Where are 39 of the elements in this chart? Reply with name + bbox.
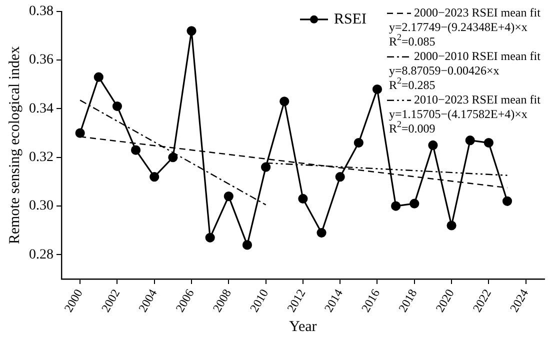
point — [484, 138, 494, 148]
y-tick-label: 0.38 — [29, 4, 54, 20]
point — [94, 72, 104, 82]
point — [391, 201, 401, 211]
legend-label: 2000−2010 RSEI mean fit — [414, 49, 542, 64]
point — [410, 198, 420, 208]
point — [335, 172, 345, 182]
annotation: y=1.15705−(4.17582E+4)×x — [389, 107, 528, 122]
point — [130, 145, 141, 155]
point — [298, 194, 308, 204]
point — [502, 196, 512, 206]
point — [168, 152, 178, 162]
legend-label: 2010−2023 RSEI mean fit — [414, 92, 542, 107]
y-axis-title: Remote sensing ecological index — [6, 46, 23, 244]
point — [261, 162, 271, 172]
annotation: y=2.17749−(9.24348E+4)×x — [389, 20, 528, 34]
legend-label: 2000−2023 RSEI mean fit — [414, 6, 542, 20]
point — [186, 26, 196, 36]
point — [75, 128, 85, 138]
legend-label: RSEI — [334, 11, 367, 28]
point — [372, 84, 382, 94]
point — [465, 136, 475, 146]
point — [242, 240, 252, 250]
y-tick-label: 0.32 — [29, 150, 54, 166]
point — [150, 172, 160, 182]
x-axis-title: Year — [289, 318, 317, 335]
point — [205, 232, 215, 242]
point — [224, 192, 234, 202]
point — [280, 96, 290, 106]
point — [316, 228, 326, 238]
y-tick-label: 0.36 — [29, 52, 54, 68]
y-tick-label: 0.30 — [29, 198, 54, 214]
annotation: y=8.87059−0.00426×x — [389, 64, 500, 78]
y-tick-label: 0.34 — [29, 101, 54, 116]
point — [354, 138, 364, 148]
point — [428, 140, 438, 150]
point — [112, 101, 122, 112]
point — [446, 220, 456, 230]
y-tick-label: 0.28 — [29, 247, 54, 262]
